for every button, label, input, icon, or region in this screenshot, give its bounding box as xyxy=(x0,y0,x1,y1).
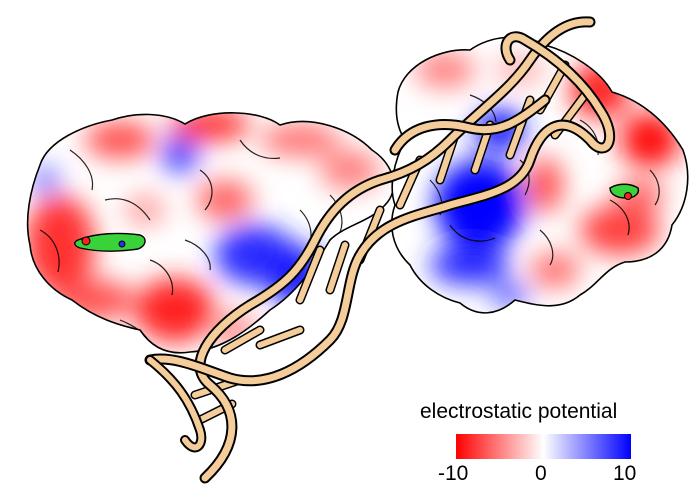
legend-tick-min: -10 xyxy=(438,462,469,485)
legend-tick-max: 10 xyxy=(613,462,637,485)
legend-title: electrostatic potential xyxy=(420,400,618,423)
dna-double-helix xyxy=(144,16,615,484)
color-scale-bar xyxy=(456,434,631,459)
ligand-right xyxy=(609,183,640,200)
right-protein-surface xyxy=(390,36,689,314)
legend-tick-mid: 0 xyxy=(535,462,547,485)
ligand-left xyxy=(74,232,146,252)
